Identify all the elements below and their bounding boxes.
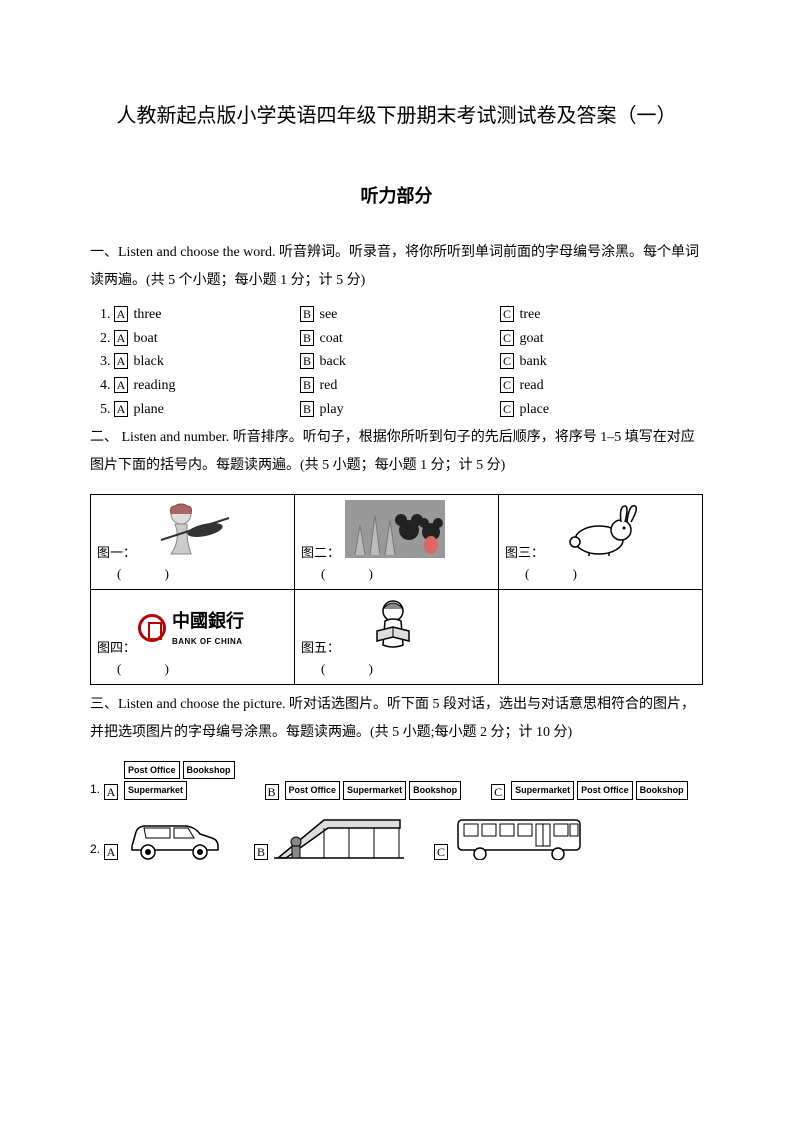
- option-letter-c[interactable]: C: [500, 306, 514, 322]
- option-letter-b[interactable]: B: [254, 844, 268, 860]
- shop-box: Post Office: [577, 781, 633, 799]
- section2-table: 图一： ( ) 图二：: [90, 494, 703, 685]
- page-title: 人教新起点版小学英语四年级下册期末考试测试卷及答案（一）: [90, 100, 703, 132]
- option-letter-a[interactable]: A: [104, 844, 118, 860]
- cell-paren: ( ): [321, 659, 492, 680]
- violin-girl-icon: [141, 499, 241, 559]
- option-letter-b[interactable]: B: [265, 784, 279, 800]
- question-row: 3. A blackB backC bank: [90, 350, 703, 374]
- cell-paren: ( ): [117, 659, 288, 680]
- option-letter-b[interactable]: B: [300, 353, 314, 369]
- bank-en: BANK OF CHINA: [172, 636, 244, 649]
- shop-box: Supermarket: [124, 781, 187, 799]
- cell-label: 图五：: [301, 638, 340, 659]
- cell-label: 图二：: [301, 543, 340, 564]
- question-row: 5. A planeB playC place: [90, 398, 703, 422]
- question-row: 1. A threeB seeC tree: [90, 303, 703, 327]
- option-letter-c[interactable]: C: [500, 401, 514, 417]
- cell-label: 图三：: [505, 543, 544, 564]
- cell-paren: ( ): [321, 564, 492, 585]
- option-letter-a[interactable]: A: [104, 784, 118, 800]
- option-letter-a[interactable]: A: [114, 353, 128, 369]
- option-letter-a[interactable]: A: [114, 401, 128, 417]
- option-letter-c[interactable]: C: [500, 353, 514, 369]
- car-icon: [124, 814, 224, 860]
- q3-num: 2.: [90, 840, 100, 859]
- option-letter-b[interactable]: B: [300, 306, 314, 322]
- shops-b: Post Office Supermarket Bookshop: [285, 781, 462, 799]
- cell-paren: ( ): [117, 564, 288, 585]
- option-letter-a[interactable]: A: [114, 306, 128, 322]
- cell-3: 图三： ( ): [499, 494, 703, 589]
- cell-paren: ( ): [525, 564, 696, 585]
- option-letter-a[interactable]: A: [114, 377, 128, 393]
- shop-box: Post Office: [124, 761, 180, 779]
- rabbit-icon: [549, 499, 649, 559]
- shop-box: Bookshop: [183, 761, 235, 779]
- shops-a: Post Office Bookshop Supermarket: [124, 761, 235, 800]
- shops-c: Supermarket Post Office Bookshop: [511, 781, 688, 799]
- option-letter-c[interactable]: C: [434, 844, 448, 860]
- option-letter-c[interactable]: C: [500, 377, 514, 393]
- section3-intro: 三、Listen and choose the picture. 听对话选图片。…: [90, 691, 703, 747]
- bank-of-china-logo: 中國銀行 BANK OF CHINA: [121, 598, 261, 658]
- cell-empty: [499, 589, 703, 684]
- disney-castle-icon: [345, 499, 445, 559]
- shop-box: Bookshop: [409, 781, 461, 799]
- question-row: 2. A boatB coatC goat: [90, 327, 703, 351]
- section3-row1: 1. A Post Office Bookshop Supermarket B …: [90, 761, 703, 800]
- shop-box: Bookshop: [636, 781, 688, 799]
- bank-cn: 中國銀行: [172, 607, 244, 636]
- option-letter-a[interactable]: A: [114, 330, 128, 346]
- option-letter-b[interactable]: B: [300, 377, 314, 393]
- option-letter-b[interactable]: B: [300, 401, 314, 417]
- page-subtitle: 听力部分: [90, 182, 703, 211]
- shop-box: Supermarket: [511, 781, 574, 799]
- cell-1: 图一： ( ): [91, 494, 295, 589]
- option-letter-b[interactable]: B: [300, 330, 314, 346]
- q3-num: 1.: [90, 780, 100, 799]
- cell-label: 图一：: [97, 543, 136, 564]
- cell-4: 中國銀行 BANK OF CHINA 图四： ( ): [91, 589, 295, 684]
- question-row: 4. A readingB redC read: [90, 374, 703, 398]
- shop-box: Supermarket: [343, 781, 406, 799]
- reading-child-icon: [345, 594, 445, 654]
- section1-intro: 一、Listen and choose the word. 听音辨词。听录音，将…: [90, 239, 703, 295]
- cell-2: 图二： ( ): [295, 494, 499, 589]
- option-letter-c[interactable]: C: [500, 330, 514, 346]
- section3-row2: 2. A B C: [90, 814, 703, 860]
- bus-icon: [454, 814, 584, 860]
- section2-intro: 二、 Listen and number. 听音排序。听句子，根据你所听到句子的…: [90, 424, 703, 480]
- shop-box: Post Office: [285, 781, 341, 799]
- section1-questions: 1. A threeB seeC tree2. A boatB coatC go…: [90, 303, 703, 422]
- option-letter-c[interactable]: C: [491, 784, 505, 800]
- cell-5: 图五： ( ): [295, 589, 499, 684]
- train-station-icon: [274, 814, 404, 860]
